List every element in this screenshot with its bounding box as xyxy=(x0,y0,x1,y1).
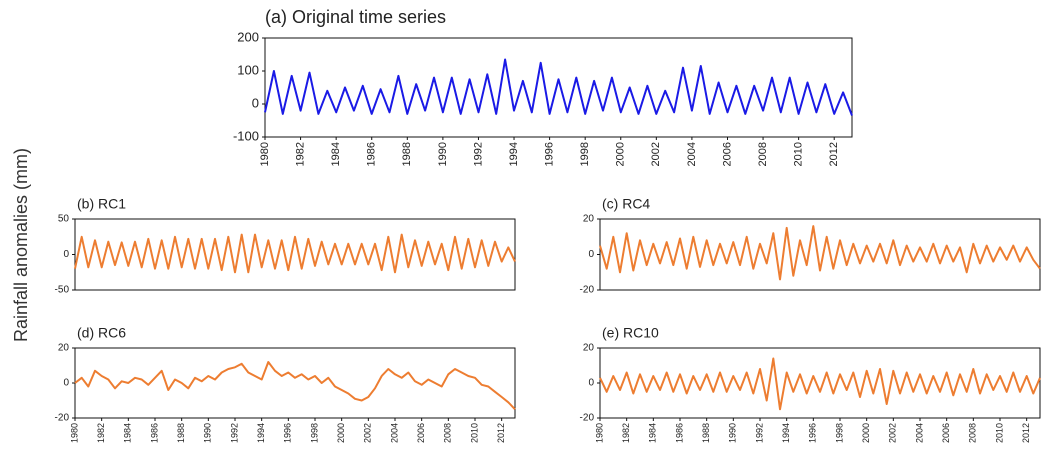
x-tick-label: 2010 xyxy=(994,423,1004,443)
x-tick-label: 1990 xyxy=(728,423,738,443)
x-tick-label: 1980 xyxy=(69,423,79,443)
y-tick-label: -20 xyxy=(580,413,595,424)
y-tick-label: 100 xyxy=(237,62,259,77)
panel-title: (c) RC4 xyxy=(602,196,650,212)
x-tick-label: 1990 xyxy=(437,142,449,166)
y-tick-label: -100 xyxy=(233,128,259,143)
y-tick-label: 20 xyxy=(58,343,70,354)
x-tick-label: 1992 xyxy=(229,423,239,443)
x-tick-label: 2002 xyxy=(888,423,898,443)
y-axis-label: Rainfall anomalies (mm) xyxy=(11,148,31,342)
y-tick-label: -20 xyxy=(580,285,595,296)
plot-frame xyxy=(74,218,516,291)
x-tick-label: 2004 xyxy=(686,142,698,166)
series-line xyxy=(264,58,853,116)
series-line xyxy=(74,233,516,274)
y-tick-label: -50 xyxy=(55,285,70,296)
x-tick-label: 1980 xyxy=(594,423,604,443)
x-tick-label: 1982 xyxy=(621,423,631,443)
y-tick-label: 20 xyxy=(583,214,595,225)
x-tick-label: 1994 xyxy=(508,142,520,166)
x-tick-label: 2000 xyxy=(336,423,346,443)
x-tick-label: 1984 xyxy=(330,142,342,166)
x-tick-label: 2006 xyxy=(416,423,426,443)
x-tick-label: 1994 xyxy=(781,423,791,443)
y-tick-label: 200 xyxy=(237,29,259,44)
x-tick-label: 1988 xyxy=(176,423,186,443)
panel-title: (d) RC6 xyxy=(77,325,126,341)
x-tick-label: 2000 xyxy=(615,142,627,166)
x-tick-label: 2004 xyxy=(389,423,399,443)
x-tick-label: 2002 xyxy=(363,423,373,443)
x-tick-label: 2006 xyxy=(941,423,951,443)
plot-frame xyxy=(264,37,853,138)
x-tick-label: 1986 xyxy=(149,423,159,443)
x-tick-label: 1982 xyxy=(96,423,106,443)
x-tick-label: 2000 xyxy=(861,423,871,443)
y-tick-label: 0 xyxy=(63,249,69,260)
x-tick-label: 1990 xyxy=(203,423,213,443)
x-tick-label: 1988 xyxy=(401,142,413,166)
x-tick-label: 1996 xyxy=(808,423,818,443)
plot-frame xyxy=(599,218,1041,291)
x-tick-label: 2010 xyxy=(793,142,805,166)
panel-title: (e) RC10 xyxy=(602,325,659,341)
panel-title: (a) Original time series xyxy=(265,7,446,27)
y-tick-label: 0 xyxy=(588,378,594,389)
x-tick-label: 1986 xyxy=(366,142,378,166)
y-tick-label: 20 xyxy=(583,343,595,354)
x-tick-label: 2008 xyxy=(968,423,978,443)
y-tick-label: -20 xyxy=(55,413,70,424)
x-tick-label: 2012 xyxy=(1021,423,1031,443)
x-tick-label: 2010 xyxy=(469,423,479,443)
x-tick-label: 1984 xyxy=(648,423,658,443)
series-line xyxy=(599,225,1041,281)
x-tick-label: 1980 xyxy=(259,142,271,166)
y-tick-label: 0 xyxy=(63,378,69,389)
series-line xyxy=(74,361,516,410)
x-tick-label: 1994 xyxy=(256,423,266,443)
x-tick-label: 1998 xyxy=(834,423,844,443)
x-tick-label: 1988 xyxy=(701,423,711,443)
x-tick-label: 2012 xyxy=(828,142,840,166)
x-tick-label: 1998 xyxy=(579,142,591,166)
x-tick-label: 1998 xyxy=(309,423,319,443)
y-tick-label: 0 xyxy=(588,249,594,260)
x-tick-label: 2006 xyxy=(721,142,733,166)
x-tick-label: 1982 xyxy=(294,142,306,166)
x-tick-label: 1992 xyxy=(754,423,764,443)
x-tick-label: 2004 xyxy=(914,423,924,443)
x-tick-label: 1984 xyxy=(123,423,133,443)
y-tick-label: 0 xyxy=(252,95,259,110)
x-tick-label: 2002 xyxy=(650,142,662,166)
x-tick-label: 2008 xyxy=(443,423,453,443)
x-tick-label: 1986 xyxy=(674,423,684,443)
x-tick-label: 2012 xyxy=(496,423,506,443)
x-tick-label: 1992 xyxy=(472,142,484,166)
panel-title: (b) RC1 xyxy=(77,196,126,212)
x-tick-label: 1996 xyxy=(544,142,556,166)
series-line xyxy=(599,357,1041,411)
plot-frame xyxy=(599,347,1041,419)
y-tick-label: 50 xyxy=(58,214,70,225)
x-tick-label: 2008 xyxy=(757,142,769,166)
x-tick-label: 1996 xyxy=(283,423,293,443)
plot-frame xyxy=(74,347,516,419)
